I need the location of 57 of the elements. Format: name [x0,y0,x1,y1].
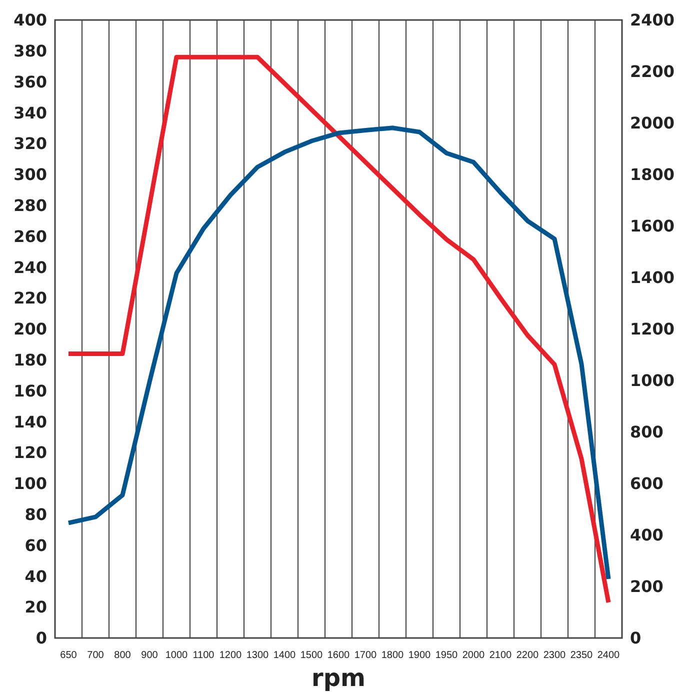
x-tick-label: 1000 [165,650,188,661]
y-tick-label: 220 [14,288,47,308]
y2-tick-label: 400 [630,526,664,545]
y2-tick-label: 1000 [630,371,675,390]
x-tick-label: 700 [87,650,104,661]
x-tick-label: 1950 [435,650,458,661]
y2-tick-label: 200 [630,577,664,596]
y-tick-label: 380 [14,42,47,60]
y-tick-label: 60 [24,536,47,555]
x-tick-label: 1900 [408,650,432,661]
y2-tick-label: 600 [630,474,664,494]
x-tick-label: 2350 [570,650,594,661]
y-tick-label: 300 [14,165,47,184]
y-tick-label: 160 [14,381,47,400]
y-tick-label: 20 [24,598,47,617]
x-tick-label: 1700 [354,650,378,661]
x-tick-label: 2200 [516,650,540,661]
y-tick-label: 340 [14,103,47,122]
y-tick-label: 0 [36,628,47,648]
x-tick-label: 1600 [327,650,350,661]
x-tick-label: 1100 [192,650,215,661]
x-tick-label: 1200 [219,650,242,661]
x-tick-label: 800 [114,650,132,661]
x-tick-label: 2000 [462,650,486,661]
y2-tick-label: 1800 [630,165,675,184]
y-tick-label: 320 [14,134,47,154]
y-tick-label: 100 [14,474,47,494]
x-tick-label: 1400 [273,650,296,661]
y-tick-label: 180 [14,350,47,370]
y2-tick-label: 800 [630,422,664,442]
x-tick-label: 2100 [489,650,512,661]
y2-tick-label: 1400 [630,268,675,288]
x-axis-title: rpm [311,664,366,692]
x-tick-label: 2300 [543,650,566,661]
y2-tick-label: 1200 [630,320,675,339]
y-tick-label: 400 [14,10,47,30]
y-tick-label: 140 [14,412,47,432]
y2-tick-label: 0 [630,628,642,648]
y-tick-label: 80 [24,505,47,524]
y2-tick-label: 2400 [630,10,675,30]
y-tick-label: 200 [14,320,47,339]
x-tick-label: 1300 [246,650,270,661]
line-series [66,126,611,582]
x-tick-label: 1800 [381,650,404,661]
y2-tick-label: 2000 [630,114,675,133]
y-tick-label: 120 [14,443,47,462]
x-tick-label: 1500 [300,650,324,661]
y-tick-label: 280 [14,196,47,215]
y2-tick-label: 2200 [630,62,675,82]
y-tick-label: 240 [14,258,47,277]
y-tick-label: 260 [14,226,47,246]
y-tick-label: 40 [24,566,47,586]
y-tick-label: 360 [14,72,47,92]
x-tick-label: 900 [141,650,158,661]
x-tick-label: 2400 [597,650,620,661]
y2-tick-label: 1600 [630,216,675,236]
x-tick-label: 650 [60,650,78,661]
